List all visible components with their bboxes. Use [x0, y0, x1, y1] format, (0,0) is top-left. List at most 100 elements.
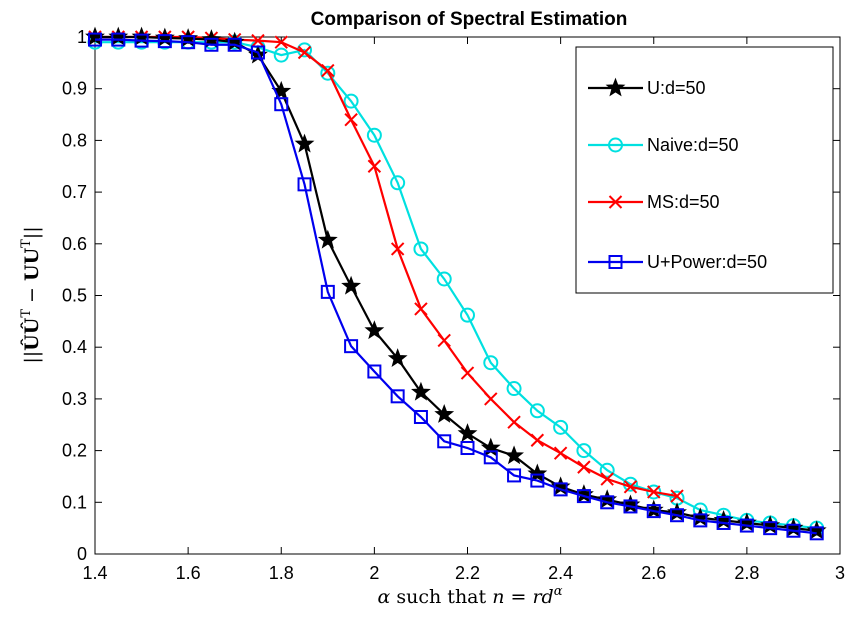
- data-point: [506, 381, 522, 397]
- data-point: [227, 37, 242, 52]
- y-axis-label: ||ÛÛT − UUT||: [19, 226, 43, 363]
- data-point: [367, 159, 382, 173]
- data-point: [274, 97, 289, 112]
- data-point: [413, 409, 428, 424]
- data-point: [576, 489, 591, 504]
- data-point: [483, 355, 499, 371]
- data-point: [88, 32, 102, 47]
- data-point: [387, 348, 408, 368]
- data-point: [157, 34, 172, 49]
- data-point: [460, 307, 475, 323]
- data-point: [294, 133, 315, 153]
- series-u-power-d-50: [88, 32, 824, 541]
- y-tick-label: 0.4: [62, 337, 87, 357]
- data-point: [763, 521, 778, 536]
- data-point: [786, 523, 801, 538]
- data-point: [411, 381, 431, 401]
- data-point: [504, 445, 524, 465]
- data-point: [484, 392, 498, 406]
- y-tick-label: 1: [77, 27, 87, 47]
- x-axis-label: α such that n = rdα: [378, 584, 563, 608]
- data-point: [599, 462, 615, 478]
- data-point: [647, 485, 661, 499]
- data-point: [809, 526, 824, 541]
- x-tick-label: 2.8: [734, 563, 759, 583]
- legend-item: U:d=50: [588, 77, 706, 98]
- x-tick-label: 2.4: [548, 563, 573, 583]
- data-point: [366, 127, 382, 143]
- data-point: [553, 419, 569, 435]
- data-point: [390, 175, 406, 191]
- legend-marker: [608, 137, 623, 153]
- axis-ticks: 1.4 1.6 1.8 2 2.2 2.4 2.6 2.8 3 0 0.1 0.2 0.3 0.4 0.5 0…: [62, 27, 845, 583]
- data-point: [437, 333, 451, 348]
- x-tick-label: 1.4: [82, 563, 107, 583]
- data-point: [317, 229, 338, 249]
- legend-item: Naive:d=50: [588, 135, 739, 155]
- x-tick-label: 2.6: [641, 563, 666, 583]
- x-tick-label: 1.6: [176, 563, 201, 583]
- data-point: [320, 65, 336, 81]
- legend-label: Naive:d=50: [647, 135, 739, 155]
- data-point: [297, 45, 312, 60]
- data-point: [413, 241, 429, 257]
- data-point: [716, 515, 731, 530]
- data-point: [670, 508, 685, 523]
- y-tick-label: 0.8: [62, 130, 87, 150]
- y-tick-label: 0.5: [62, 286, 87, 306]
- y-tick-label: 0.6: [62, 234, 87, 254]
- data-point: [274, 35, 288, 49]
- legend-item: MS:d=50: [588, 192, 720, 212]
- data-point: [111, 32, 126, 47]
- data-point: [414, 302, 428, 316]
- y-tick-label: 0.2: [62, 441, 87, 461]
- data-point: [341, 275, 361, 295]
- data-point: [600, 495, 615, 510]
- data-point: [507, 468, 522, 483]
- x-tick-label: 2.2: [455, 563, 480, 583]
- legend-label: U+Power:d=50: [647, 252, 767, 272]
- data-point: [460, 441, 475, 456]
- data-point: [273, 47, 289, 63]
- data-point: [693, 513, 708, 528]
- data-point: [344, 339, 359, 354]
- legend-marker: [605, 77, 626, 97]
- data-point: [297, 177, 312, 192]
- data-point: [134, 33, 149, 48]
- data-point: [530, 473, 545, 488]
- data-point: [530, 433, 545, 447]
- data-point: [434, 403, 455, 423]
- y-tick-label: 0.1: [62, 492, 87, 512]
- data-point: [553, 482, 568, 497]
- data-point: [529, 403, 545, 419]
- data-point: [507, 415, 521, 429]
- data-point: [623, 499, 638, 514]
- legend-item: U+Power:d=50: [588, 252, 767, 272]
- data-point: [436, 271, 452, 287]
- data-point: [320, 284, 335, 299]
- data-point: [390, 242, 405, 256]
- data-point: [670, 489, 684, 503]
- data-point: [181, 35, 196, 50]
- data-point: [600, 472, 614, 486]
- data-point: [457, 423, 478, 442]
- data-point: [390, 389, 405, 404]
- legend-label: MS:d=50: [647, 192, 720, 212]
- x-tick-label: 1.8: [269, 563, 294, 583]
- legend-marker: [608, 195, 623, 209]
- data-point: [646, 484, 662, 500]
- series-line: [95, 38, 817, 535]
- data-point: [364, 320, 385, 340]
- y-tick-label: 0.9: [62, 79, 87, 99]
- data-point: [739, 518, 754, 533]
- data-point: [321, 63, 335, 78]
- data-point: [204, 37, 219, 52]
- x-tick-label: 2: [369, 563, 379, 583]
- data-point: [577, 460, 591, 474]
- data-point: [251, 33, 265, 48]
- data-point: [250, 45, 265, 60]
- y-tick-label: 0: [77, 544, 87, 564]
- y-tick-label: 0.3: [62, 389, 87, 409]
- data-point: [343, 93, 359, 109]
